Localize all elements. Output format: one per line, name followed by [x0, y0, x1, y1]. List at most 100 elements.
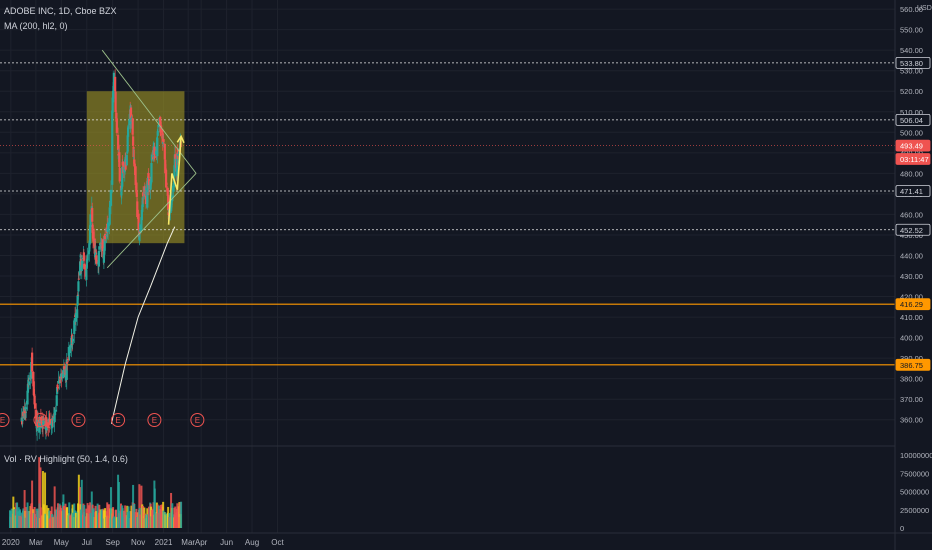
- candle-up: [108, 224, 111, 226]
- volume-bar: [118, 510, 121, 528]
- volume-bar: [22, 508, 25, 528]
- candle-down: [56, 387, 60, 389]
- candle-down: [118, 152, 121, 168]
- volume-tick: 2500000: [900, 506, 929, 515]
- ma200-line: [110, 226, 176, 424]
- candle-up: [156, 131, 159, 136]
- volume-bar: [138, 484, 141, 528]
- candle-down: [48, 418, 51, 425]
- candle-down: [83, 263, 86, 270]
- earnings-marker-icon[interactable]: [71, 413, 86, 427]
- candle-up: [85, 269, 88, 280]
- price-tick: 390.00: [900, 354, 923, 363]
- candle-up: [99, 242, 102, 246]
- candle-down: [115, 118, 118, 133]
- candle-down: [91, 224, 94, 233]
- moving-average-line: [110, 226, 176, 424]
- time-tick: May: [54, 538, 69, 547]
- volume-bar: [92, 508, 95, 528]
- candle-down: [35, 409, 38, 427]
- candle-up: [89, 214, 92, 228]
- candle-up: [141, 197, 144, 207]
- candle-up: [54, 409, 57, 411]
- candle-down: [121, 161, 124, 166]
- earnings-marker-label: E: [38, 416, 43, 425]
- volume-bar: [31, 480, 34, 528]
- price-label-box: [895, 298, 931, 311]
- candle-up: [112, 72, 116, 89]
- candle-up: [172, 177, 176, 188]
- volume-tick: 10000000: [900, 451, 932, 460]
- candle-down: [136, 201, 139, 217]
- volume-bar: [112, 516, 115, 528]
- candle-up: [56, 387, 59, 394]
- candle-down: [134, 166, 137, 186]
- candle-down: [135, 192, 138, 197]
- candle-up: [73, 320, 76, 335]
- volume-bar: [28, 514, 31, 528]
- candle-up: [140, 217, 143, 231]
- candle-up: [35, 426, 38, 429]
- candle-down: [63, 366, 66, 370]
- candle-down: [164, 169, 168, 188]
- candle-up: [26, 384, 30, 393]
- candle-up: [28, 381, 31, 386]
- earnings-marker-icon[interactable]: [0, 413, 10, 427]
- candle-down: [100, 246, 103, 248]
- volume-bar: [23, 490, 26, 528]
- candle-down: [66, 361, 69, 364]
- candle-up: [98, 246, 101, 250]
- projection-path: [167, 136, 182, 225]
- symbol-title[interactable]: ADOBE INC, 1D, Cboe BZX: [4, 6, 117, 16]
- price-tick: 560.00: [900, 5, 923, 14]
- price-tick: 410.00: [900, 313, 923, 322]
- volume-bar: [156, 504, 159, 528]
- earnings-marker-icon[interactable]: [111, 413, 126, 427]
- candle-up: [38, 421, 41, 433]
- candle-down: [77, 278, 80, 280]
- candle-down: [133, 159, 136, 167]
- candle-up: [76, 309, 79, 318]
- candle-down: [137, 213, 140, 230]
- candle-up: [89, 225, 92, 244]
- volume-bar: [89, 512, 92, 528]
- candle-up: [71, 338, 75, 342]
- earnings-marker-label: E: [76, 416, 81, 425]
- candle-down: [51, 418, 54, 421]
- earnings-marker-icon[interactable]: [147, 413, 162, 427]
- earnings-marker-label: E: [115, 416, 120, 425]
- candle-up: [97, 250, 100, 267]
- earnings-marker-label: E: [195, 416, 200, 425]
- candle-down: [132, 146, 135, 157]
- time-tick: 2020: [2, 538, 20, 547]
- candle-up: [79, 255, 82, 257]
- price-label-box: [895, 153, 931, 165]
- price-tick: 510.00: [900, 108, 923, 117]
- candle-up: [25, 407, 28, 410]
- volume-bar: [124, 515, 127, 528]
- volume-bar: [171, 503, 174, 528]
- candle-up: [65, 359, 68, 380]
- candle-down: [82, 252, 85, 261]
- candle-down: [144, 195, 148, 205]
- earnings-marker-icon[interactable]: [190, 413, 205, 427]
- price-tick: 530.00: [900, 67, 923, 76]
- volume-bar: [117, 482, 120, 528]
- price-tick: 400.00: [900, 334, 923, 343]
- candle-up: [126, 151, 129, 154]
- candle-up: [105, 235, 108, 237]
- volume-indicator-label[interactable]: Vol · RV Highlight (50, 1.4, 0.6): [4, 454, 128, 464]
- ma-indicator-label[interactable]: MA (200, hl2, 0): [4, 21, 68, 31]
- volume-bar: [77, 474, 80, 528]
- price-tick: 440.00: [900, 251, 923, 260]
- volume-bar: [39, 467, 42, 528]
- price-label-box: [895, 56, 931, 69]
- volume-bar: [13, 509, 16, 528]
- candle-up: [53, 410, 56, 423]
- candle-up: [55, 395, 58, 406]
- price-label-text: 471.41: [900, 187, 923, 196]
- candle-up: [126, 135, 129, 152]
- earnings-marker-icon[interactable]: [33, 413, 48, 427]
